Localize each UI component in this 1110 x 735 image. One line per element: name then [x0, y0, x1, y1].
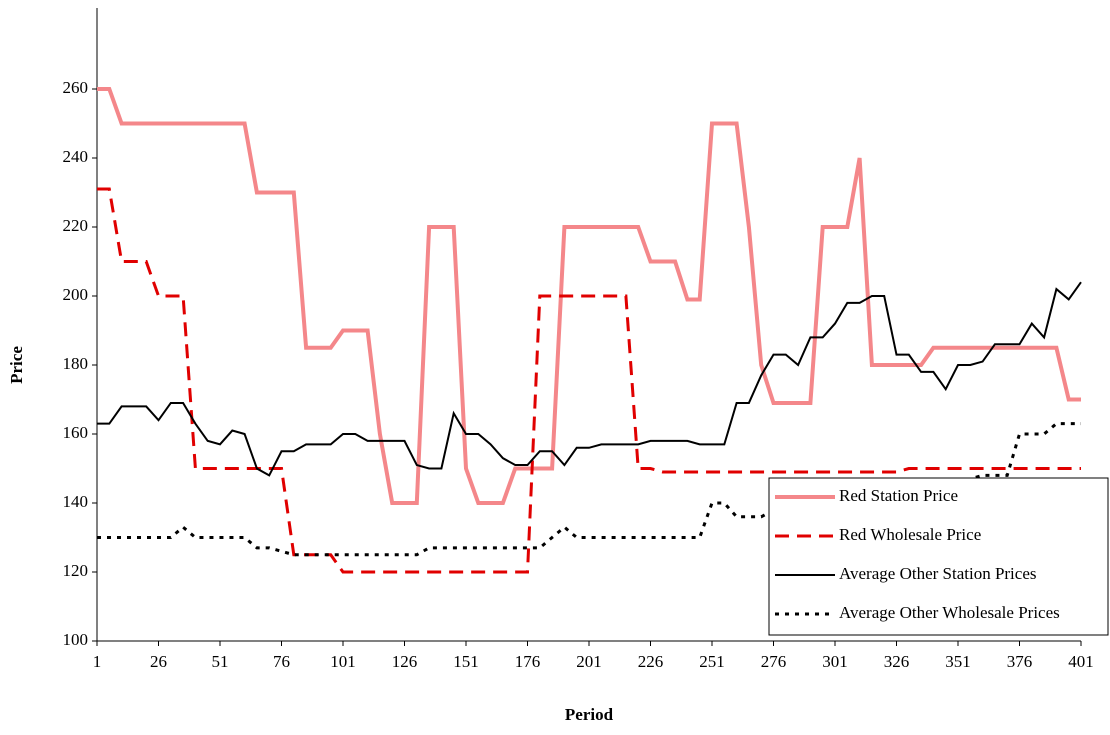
- x-tick-label: 251: [699, 652, 725, 671]
- x-tick-label: 276: [761, 652, 787, 671]
- x-tick-label: 51: [212, 652, 229, 671]
- y-tick-label: 160: [63, 423, 89, 442]
- x-axis-label: Period: [565, 705, 614, 724]
- y-tick-label: 260: [63, 78, 89, 97]
- x-tick-label: 101: [330, 652, 356, 671]
- x-tick-label: 151: [453, 652, 479, 671]
- y-tick-label: 220: [63, 216, 89, 235]
- legend-label: Average Other Wholesale Prices: [839, 603, 1060, 622]
- y-tick-label: 120: [63, 561, 89, 580]
- legend-label: Average Other Station Prices: [839, 564, 1036, 583]
- y-tick-label: 240: [63, 147, 89, 166]
- x-tick-label: 201: [576, 652, 602, 671]
- x-tick-label: 76: [273, 652, 290, 671]
- series-line: [97, 187, 1081, 574]
- x-tick-label: 176: [515, 652, 541, 671]
- y-tick-label: 100: [63, 630, 89, 649]
- x-tick-label: 126: [392, 652, 418, 671]
- legend-label: Red Wholesale Price: [839, 525, 981, 544]
- x-tick-label: 1: [93, 652, 102, 671]
- x-tick-label: 351: [945, 652, 971, 671]
- x-tick-label: 376: [1007, 652, 1033, 671]
- x-tick-label: 401: [1068, 652, 1094, 671]
- x-tick-label: 301: [822, 652, 848, 671]
- y-tick-label: 140: [63, 492, 89, 511]
- x-tick-label: 226: [638, 652, 664, 671]
- legend-box: [768, 477, 1109, 636]
- series-line: [97, 281, 1082, 477]
- y-tick-label: 200: [63, 285, 89, 304]
- y-tick-label: 180: [63, 354, 89, 373]
- legend-label: Red Station Price: [839, 486, 958, 505]
- y-axis-label: Price: [7, 346, 26, 384]
- x-tick-label: 326: [884, 652, 910, 671]
- x-tick-label: 26: [150, 652, 167, 671]
